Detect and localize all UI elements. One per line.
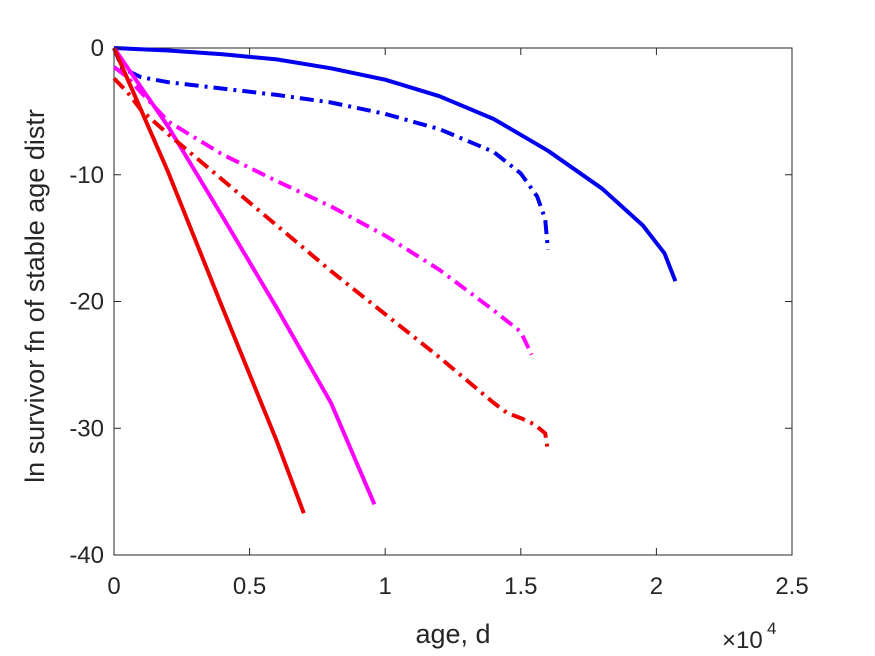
x-tick-label: 0 (107, 573, 120, 600)
plot-area (113, 47, 793, 556)
x-tick-label: 0.5 (233, 573, 266, 600)
y-tick-label: -10 (69, 162, 104, 189)
series-line-6 (112, 77, 550, 452)
y-tick-label: 0 (91, 35, 104, 62)
series-line-2 (112, 47, 550, 250)
y-tick-label: -30 (69, 415, 104, 442)
x-tick-label: 1.5 (504, 573, 537, 600)
tick-layer: 0 0.5 1 1.5 2 2.5 0 -10 -20 -30 -40 (69, 35, 808, 600)
series-line-4 (112, 65, 534, 356)
y-axis-label: ln survivor fn of stable age distr (20, 109, 50, 483)
x-tick-label: 2 (650, 573, 663, 600)
series-line-1 (113, 46, 678, 282)
y-tick-label: -20 (69, 289, 104, 316)
series-line-5 (112, 47, 306, 514)
x-tick-label: 2.5 (775, 573, 808, 600)
y-tick-label: -40 (69, 542, 104, 569)
x-exponent-superscript: 4 (767, 619, 776, 638)
series-layer (112, 46, 678, 514)
x-axis-label: age, d (415, 619, 490, 649)
x-exponent-label: ×10 (722, 627, 763, 654)
x-tick-label: 1 (379, 573, 392, 600)
